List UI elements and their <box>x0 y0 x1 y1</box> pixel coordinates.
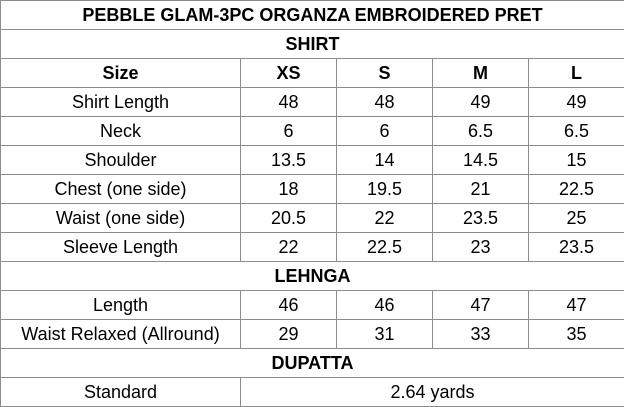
size-header-xs: XS <box>240 58 337 88</box>
cell-value: 23 <box>432 232 529 262</box>
table-row: Length 46 46 47 47 <box>0 290 624 320</box>
row-label: Waist (one side) <box>0 203 241 233</box>
section-heading-shirt: SHIRT <box>0 29 624 59</box>
row-label: Neck <box>0 116 241 146</box>
row-label: Waist Relaxed (Allround) <box>0 319 241 349</box>
cell-value: 21 <box>432 174 529 204</box>
cell-value: 49 <box>527 87 624 117</box>
cell-value: 47 <box>432 290 529 320</box>
row-label: Length <box>0 290 241 320</box>
cell-value: 49 <box>432 87 529 117</box>
section-row-lehnga: LEHNGA <box>0 261 624 291</box>
section-heading-dupatta: DUPATTA <box>0 348 624 378</box>
table-row: Waist (one side) 20.5 22 23.5 25 <box>0 203 624 233</box>
table-row: Sleeve Length 22 22.5 23 23.5 <box>0 232 624 262</box>
section-row-dupatta: DUPATTA <box>0 348 624 378</box>
size-header-s: S <box>336 58 433 88</box>
size-header-m: M <box>432 58 529 88</box>
table-row: Shoulder 13.5 14 14.5 15 <box>0 145 624 175</box>
section-heading-lehnga: LEHNGA <box>0 261 624 291</box>
cell-value: 6.5 <box>527 116 624 146</box>
cell-value: 23.5 <box>527 232 624 262</box>
cell-value: 14.5 <box>432 145 529 175</box>
cell-value: 35 <box>527 319 624 349</box>
cell-value: 18 <box>240 174 337 204</box>
cell-value: 20.5 <box>240 203 337 233</box>
table-row: Waist Relaxed (Allround) 29 31 33 35 <box>0 319 624 349</box>
section-row-shirt: SHIRT <box>0 29 624 59</box>
cell-value: 22 <box>240 232 337 262</box>
cell-value: 46 <box>240 290 337 320</box>
table-row: Standard 2.64 yards <box>0 377 624 407</box>
cell-value: 22 <box>336 203 433 233</box>
table-row: Chest (one side) 18 19.5 21 22.5 <box>0 174 624 204</box>
cell-value: 48 <box>240 87 337 117</box>
cell-value: 31 <box>336 319 433 349</box>
cell-value: 2.64 yards <box>239 377 624 407</box>
cell-value: 46 <box>336 290 433 320</box>
row-label: Sleeve Length <box>0 232 241 262</box>
table-row: Neck 6 6 6.5 6.5 <box>0 116 624 146</box>
cell-value: 47 <box>527 290 624 320</box>
size-header-row: Size XS S M L <box>0 58 624 88</box>
cell-value: 19.5 <box>336 174 433 204</box>
cell-value: 22.5 <box>527 174 624 204</box>
cell-value: 25 <box>527 203 624 233</box>
row-label: Standard <box>0 377 241 407</box>
row-label: Shoulder <box>0 145 241 175</box>
size-header-label: Size <box>0 58 241 88</box>
cell-value: 6 <box>240 116 337 146</box>
cell-value: 15 <box>527 145 624 175</box>
row-label: Shirt Length <box>0 87 241 117</box>
chart-title: PEBBLE GLAM-3PC ORGANZA EMBROIDERED PRET <box>0 0 624 30</box>
cell-value: 23.5 <box>432 203 529 233</box>
cell-value: 48 <box>336 87 433 117</box>
row-label: Chest (one side) <box>0 174 241 204</box>
cell-value: 13.5 <box>240 145 337 175</box>
size-header-l: L <box>527 58 624 88</box>
title-row: PEBBLE GLAM-3PC ORGANZA EMBROIDERED PRET <box>0 0 624 30</box>
cell-value: 6 <box>336 116 433 146</box>
cell-value: 6.5 <box>432 116 529 146</box>
cell-value: 33 <box>432 319 529 349</box>
cell-value: 22.5 <box>336 232 433 262</box>
cell-value: 14 <box>336 145 433 175</box>
table-row: Shirt Length 48 48 49 49 <box>0 87 624 117</box>
cell-value: 29 <box>240 319 337 349</box>
